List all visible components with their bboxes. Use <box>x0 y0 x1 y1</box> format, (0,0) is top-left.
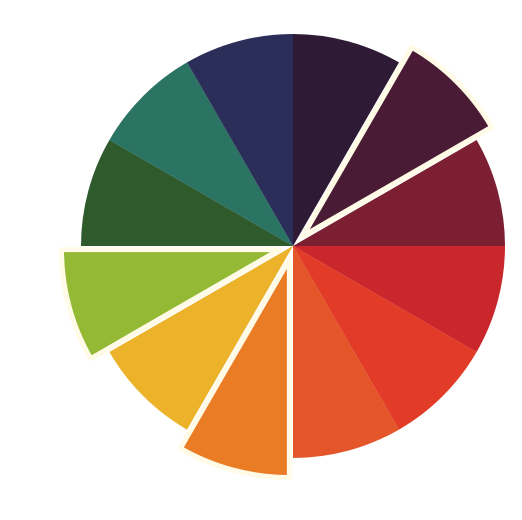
pie-slice-2 <box>300 44 495 239</box>
pie-slice-9 <box>58 247 282 362</box>
pie-slice-5 <box>293 246 477 430</box>
pie-slice-11 <box>109 62 293 246</box>
pie-slice-8 <box>109 246 293 430</box>
pie-slice-6 <box>293 246 399 458</box>
pie-slices <box>58 34 505 481</box>
pie-slice-3 <box>293 140 505 246</box>
pie-slice-10 <box>81 140 293 246</box>
pie-slice-7 <box>177 257 292 481</box>
pie-slice-4 <box>293 246 505 352</box>
pie-slice-1 <box>293 34 399 246</box>
pie-slice-12 <box>187 34 293 246</box>
